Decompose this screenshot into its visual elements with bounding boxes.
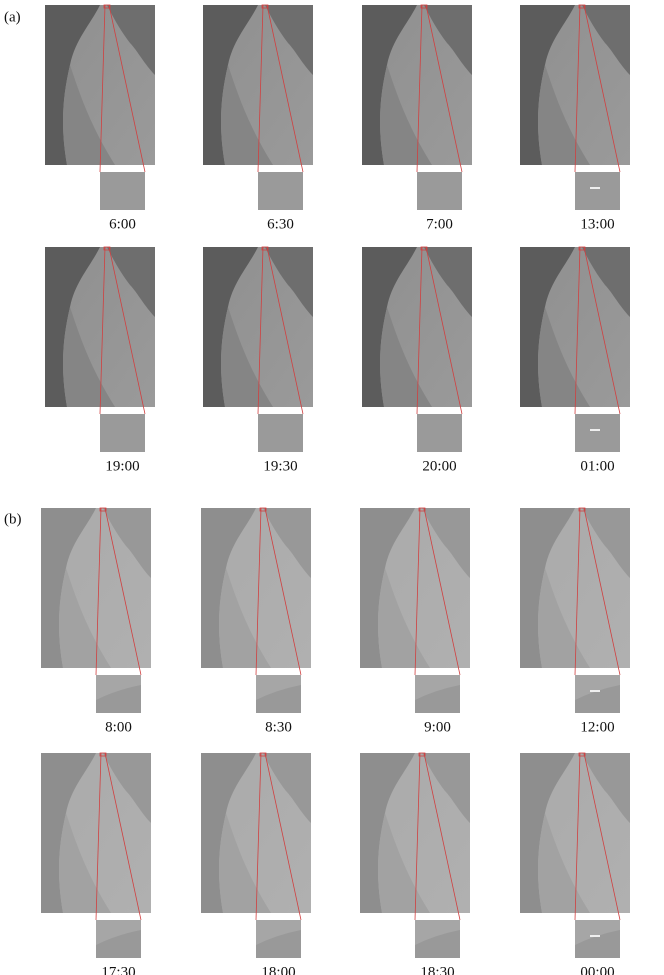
panel-label: (a) [4, 9, 21, 25]
time-label: 19:30 [263, 458, 297, 474]
target [590, 187, 600, 189]
time-label: 12:00 [580, 719, 614, 735]
target [590, 690, 600, 692]
inset [417, 414, 462, 452]
time-label: 9:00 [424, 719, 451, 735]
time-label: 13:00 [580, 216, 614, 232]
panel-label: (b) [4, 511, 22, 527]
target [590, 935, 600, 937]
inset [575, 172, 620, 210]
inset [575, 414, 620, 452]
time-label: 18:00 [261, 964, 295, 975]
time-label: 6:30 [267, 216, 294, 232]
inset [258, 172, 303, 210]
inset [100, 172, 145, 210]
figure: (a) 6:00 6:30 7:00 13:00 19:00 19:30 20:00 01:00… [0, 0, 664, 975]
inset [100, 414, 145, 452]
time-label: 00:00 [580, 964, 614, 975]
inset [258, 414, 303, 452]
time-label: 17:30 [101, 964, 135, 975]
time-label: 01:00 [580, 458, 614, 474]
time-label: 18:30 [420, 964, 454, 975]
time-label: 19:00 [105, 458, 139, 474]
time-label: 7:00 [426, 216, 453, 232]
time-label: 8:00 [105, 719, 132, 735]
time-label: 6:00 [109, 216, 136, 232]
target [590, 429, 600, 431]
time-label: 8:30 [265, 719, 292, 735]
time-label: 20:00 [422, 458, 456, 474]
inset [417, 172, 462, 210]
